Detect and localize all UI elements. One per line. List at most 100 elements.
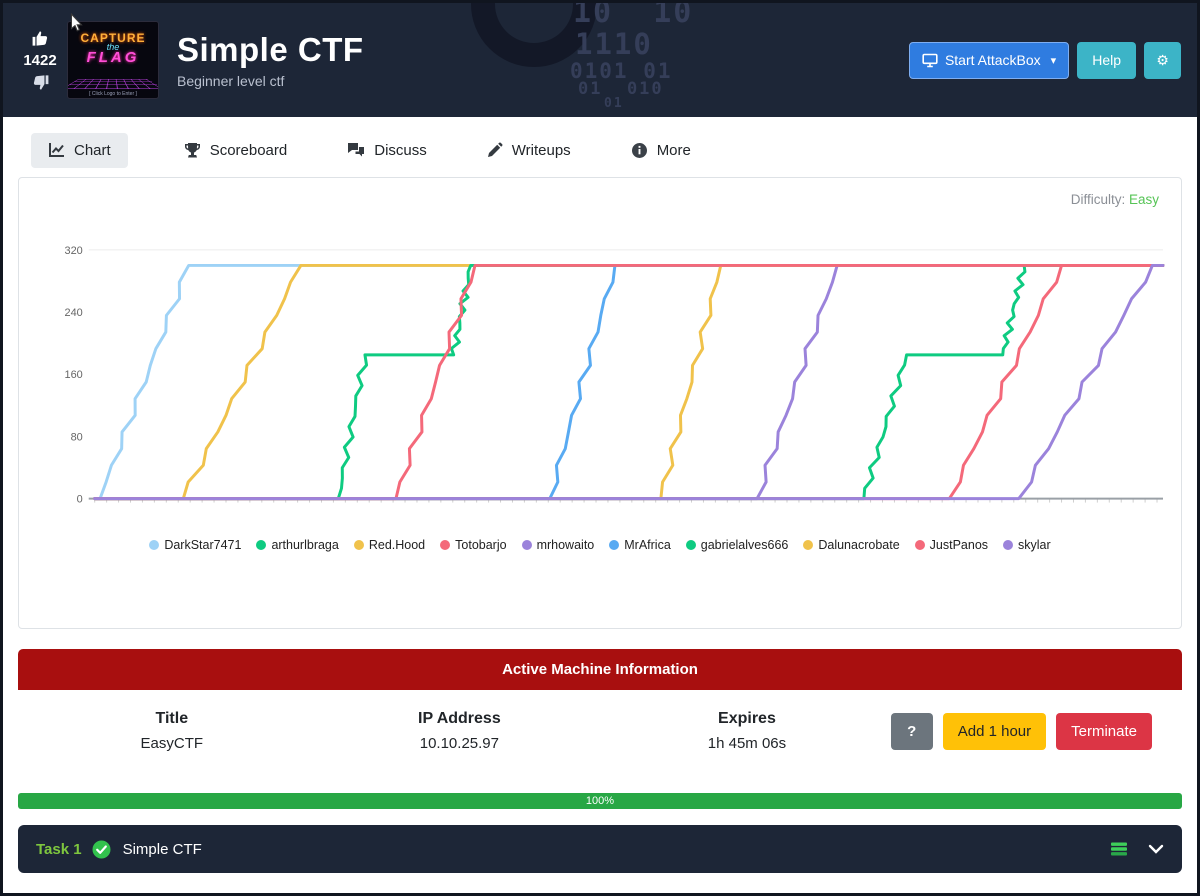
room-progress-bar: 100% xyxy=(18,793,1182,809)
series-line-JustPanos xyxy=(93,263,1165,501)
legend-label: arthurlbraga xyxy=(271,538,339,553)
machine-ip-value: 10.10.25.97 xyxy=(419,735,499,752)
y-axis-tick-label: 0 xyxy=(77,494,83,506)
add-hour-button[interactable]: Add 1 hour xyxy=(942,713,1047,750)
legend-item-Red.Hood[interactable]: Red.Hood xyxy=(353,538,426,553)
machine-expires-field: Expires 1h 45m 06s xyxy=(603,710,891,753)
gear-icon: ⚙ xyxy=(1156,51,1169,68)
tab-discuss[interactable]: Discuss xyxy=(343,133,431,168)
start-attackbox-button[interactable]: Start AttackBox ▾ xyxy=(908,41,1070,79)
room-titles: Simple CTF Beginner level ctf xyxy=(177,31,364,89)
legend-item-Dalunacrobate[interactable]: Dalunacrobate xyxy=(803,538,900,552)
tab-writeups[interactable]: Writeups xyxy=(483,133,575,168)
legend-label: Totobarjo xyxy=(455,538,507,553)
tab-label: Discuss xyxy=(374,141,427,159)
thumbs-down-icon[interactable] xyxy=(31,73,50,92)
machine-expires-value: 1h 45m 06s xyxy=(707,735,787,752)
binary-watermark: 01 xyxy=(604,96,624,111)
legend-item-gabrielalves666[interactable]: gabrielalves666 xyxy=(685,538,789,553)
y-axis-tick-label: 240 xyxy=(65,307,83,319)
series-line-Dalunacrobate xyxy=(93,263,1165,501)
legend-dot xyxy=(609,540,620,551)
series-line-Red.Hood xyxy=(93,263,1165,501)
y-axis-tick-label: 320 xyxy=(65,245,83,257)
chevron-down-icon[interactable] xyxy=(1148,844,1164,855)
task-panel[interactable]: Task 1 Simple CTF xyxy=(18,825,1182,873)
logo-text-capture: CAPTURE xyxy=(80,31,146,45)
room-subtitle: Beginner level ctf xyxy=(177,73,285,89)
machine-help-button[interactable]: ? xyxy=(890,713,933,750)
vote-widget: 1422 xyxy=(13,29,67,92)
room-logo[interactable]: CAPTURE the FLAG [ Click Logo to Enter ] xyxy=(67,21,159,99)
logo-caption: [ Click Logo to Enter ] xyxy=(89,91,137,97)
tab-label: Writeups xyxy=(511,141,571,159)
series-line-mrhowaito xyxy=(93,263,1165,501)
legend-label: skylar xyxy=(1018,538,1051,553)
difficulty-value: Easy xyxy=(1128,192,1159,207)
series-line-gabrielalves666 xyxy=(93,263,1165,501)
legend-item-Totobarjo[interactable]: Totobarjo xyxy=(440,538,507,553)
score-chart: 0 80 160 240 320 xyxy=(65,245,1165,506)
machine-expires-label: Expires xyxy=(718,710,776,727)
chart-legend: DarkStar7471 arthurlbraga Red.Hood Totobarj… xyxy=(31,538,1169,552)
task-number: Task 1 xyxy=(36,840,82,858)
legend-item-JustPanos[interactable]: JustPanos xyxy=(914,538,989,553)
machine-actions: ? Add 1 hour Terminate xyxy=(890,713,1152,750)
room-tabs: Chart Scoreboard Discuss Writeups More xyxy=(31,129,1182,171)
series-line-DarkStar7471 xyxy=(93,263,1165,501)
legend-item-skylar[interactable]: skylar xyxy=(1003,538,1051,552)
legend-dot xyxy=(685,540,696,551)
page-title: Simple CTF xyxy=(177,31,364,68)
series-line-Totobarjo xyxy=(93,263,1165,501)
legend-label: mrhowaito xyxy=(536,538,595,553)
legend-dot xyxy=(440,540,451,551)
binary-watermark: 1110 xyxy=(575,27,653,61)
legend-item-MrAfrica[interactable]: MrAfrica xyxy=(609,538,671,552)
series-line-skylar xyxy=(93,263,1165,501)
legend-label: JustPanos xyxy=(929,538,989,553)
legend-label: Red.Hood xyxy=(368,538,426,553)
legend-label: gabrielalves666 xyxy=(700,538,789,553)
tab-scoreboard[interactable]: Scoreboard xyxy=(180,133,292,168)
info-icon xyxy=(631,142,648,159)
legend-dot xyxy=(1003,540,1014,551)
machine-ip-label: IP Address xyxy=(418,710,501,727)
monitor-icon xyxy=(922,53,938,68)
legend-dot xyxy=(149,540,160,551)
tab-chart[interactable]: Chart xyxy=(31,132,128,168)
machine-info-row: Title EasyCTF IP Address 10.10.25.97 Exp… xyxy=(18,690,1182,779)
logo-grid-art xyxy=(68,79,158,89)
legend-dot xyxy=(256,540,267,551)
task-complete-icon xyxy=(92,840,111,859)
legend-label: DarkStar7471 xyxy=(164,538,242,553)
start-attackbox-label: Start AttackBox xyxy=(944,52,1041,68)
machine-title-label: Title xyxy=(155,710,189,727)
machine-ip-field: IP Address 10.10.25.97 xyxy=(316,710,604,753)
legend-item-arthurlbraga[interactable]: arthurlbraga xyxy=(256,538,339,553)
help-button[interactable]: Help xyxy=(1077,41,1136,79)
y-axis-tick-label: 80 xyxy=(71,431,83,443)
legend-dot xyxy=(353,540,364,551)
settings-button[interactable]: ⚙ xyxy=(1144,41,1181,79)
legend-dot xyxy=(521,540,532,551)
room-header: 10 10 1110 0101 01 01 010 01 1422 CAPTUR… xyxy=(3,3,1197,117)
chart-icon xyxy=(48,142,65,158)
logo-text-the: the xyxy=(106,42,120,52)
legend-dot xyxy=(803,540,814,551)
difficulty-indicator: Difficulty: Easy xyxy=(1071,192,1159,207)
task-list-icon[interactable] xyxy=(1110,841,1128,857)
machine-title-field: Title EasyCTF xyxy=(28,710,316,753)
legend-item-mrhowaito[interactable]: mrhowaito xyxy=(521,538,595,553)
legend-item-DarkStar7471[interactable]: DarkStar7471 xyxy=(149,538,241,552)
tab-more[interactable]: More xyxy=(627,133,695,168)
vote-count: 1422 xyxy=(23,51,57,69)
thumbs-up-icon[interactable] xyxy=(31,29,50,48)
machine-title-value: EasyCTF xyxy=(140,735,204,752)
binary-watermark: 0101 01 xyxy=(570,59,673,83)
task-right-controls xyxy=(1110,841,1164,857)
logo-text-flag: FLAG xyxy=(86,49,140,66)
difficulty-label: Difficulty: xyxy=(1070,192,1126,207)
terminate-button[interactable]: Terminate xyxy=(1056,713,1152,750)
legend-label: MrAfrica xyxy=(624,538,671,553)
